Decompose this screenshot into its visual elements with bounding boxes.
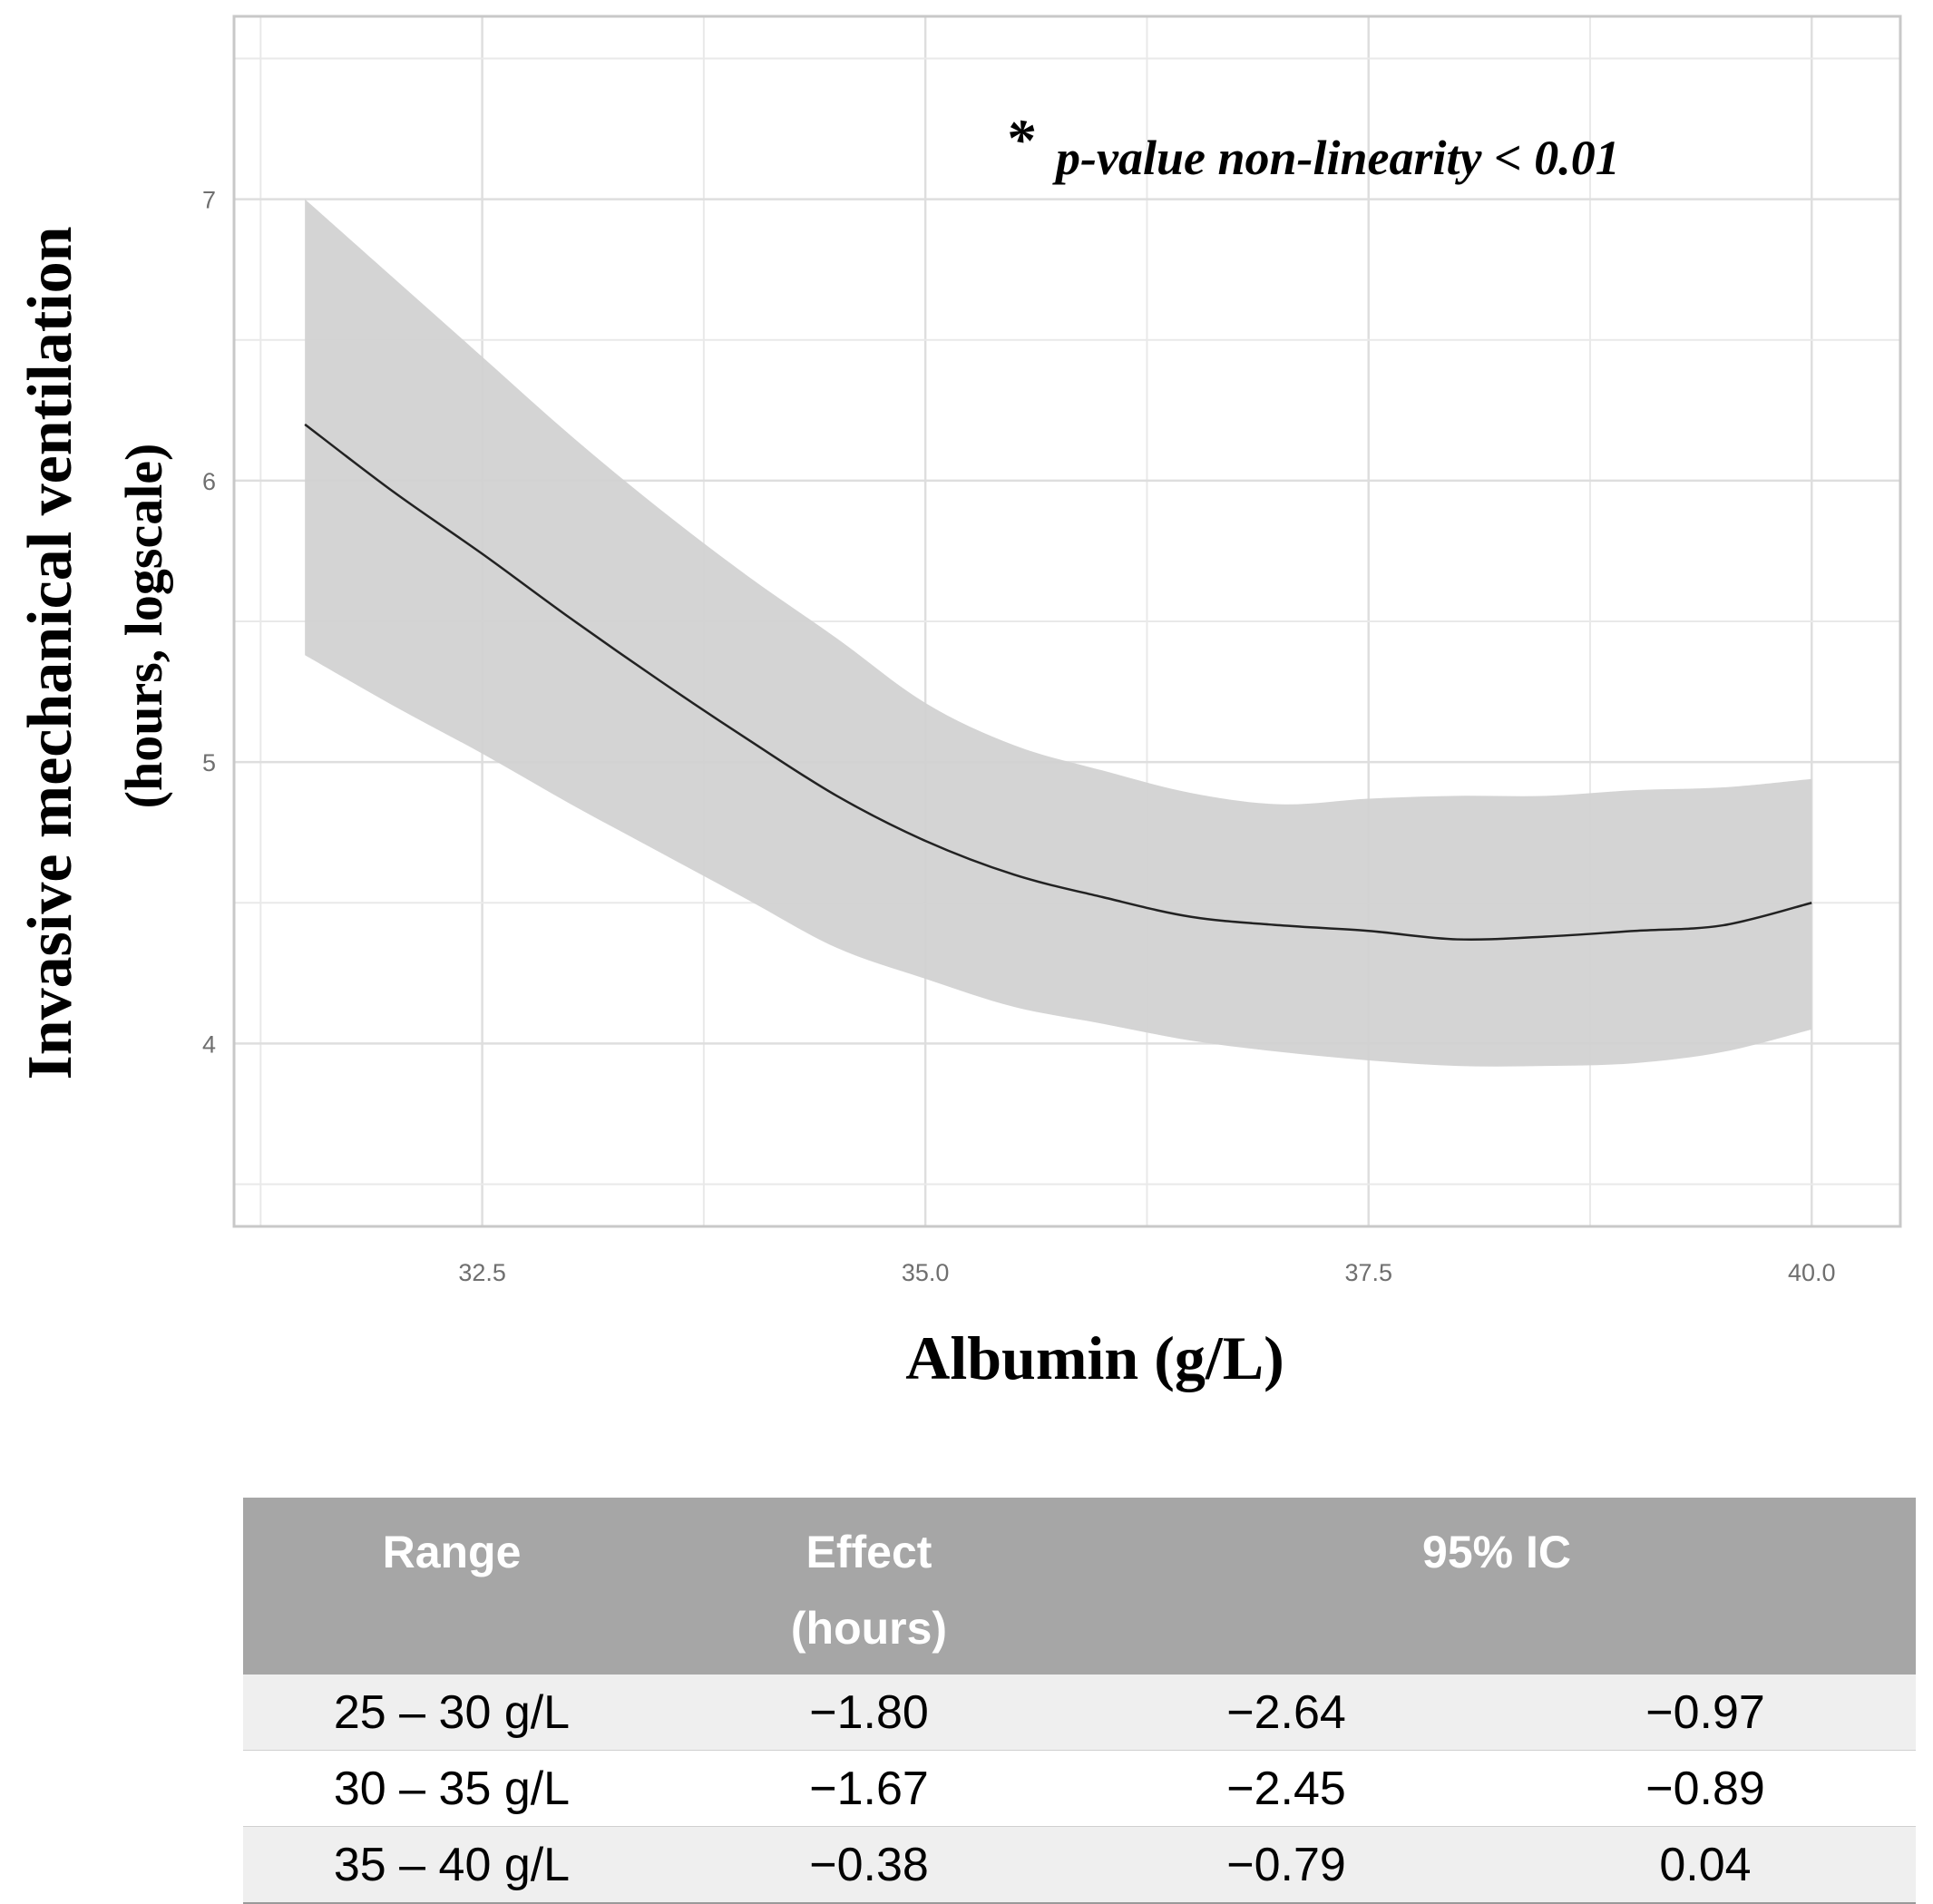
x-tick-label: 35.0 [902, 1259, 950, 1286]
table-row: 25 – 30 g/L −1.80 −2.64 −0.97 [243, 1675, 1916, 1751]
y-tick-label: 4 [202, 1030, 216, 1058]
header-effect: Effect (hours) [660, 1498, 1078, 1675]
cell-range: 35 – 40 g/L [243, 1826, 660, 1904]
tick-labels: 32.5 35.0 37.5 40.0 4 5 6 7 [202, 187, 1836, 1286]
cell-range: 25 – 30 g/L [243, 1675, 660, 1751]
cell-effect: −1.80 [660, 1675, 1078, 1751]
table-row: 30 – 35 g/L −1.67 −2.45 −0.89 [243, 1750, 1916, 1827]
table-row: 35 – 40 g/L −0.38 −0.79 0.04 [243, 1826, 1916, 1904]
cell-range: 30 – 35 g/L [243, 1750, 660, 1827]
x-tick-label: 37.5 [1344, 1259, 1392, 1286]
x-tick-label: 32.5 [458, 1259, 506, 1286]
cell-ci-low: −2.64 [1078, 1675, 1495, 1751]
summary-table: Range Effect (hours) 95% IC 25 – 30 g/L −… [243, 1498, 1916, 1904]
cell-ci-high: 0.04 [1495, 1826, 1916, 1904]
cell-ci-low: −0.79 [1078, 1826, 1495, 1904]
annotation-text: p-value non-linearity < 0.01 [1052, 131, 1620, 185]
header-range: Range [243, 1498, 660, 1675]
table-header-row: Range Effect (hours) 95% IC [243, 1498, 1916, 1675]
cell-ci-high: −0.89 [1495, 1750, 1916, 1827]
cell-ci-low: −2.45 [1078, 1750, 1495, 1827]
x-axis-title: Albumin (g/L) [905, 1323, 1284, 1392]
y-tick-label: 5 [202, 749, 216, 776]
y-tick-label: 7 [202, 187, 216, 214]
y-axis-title-line2: (hours, logscale) [114, 444, 173, 809]
confidence-band [305, 199, 1812, 1067]
header-ci: 95% IC [1078, 1498, 1916, 1675]
cell-ci-high: −0.97 [1495, 1675, 1916, 1751]
cell-effect: −1.67 [660, 1750, 1078, 1827]
y-axis-title-line1: Invasive mechanical ventilation [15, 226, 85, 1079]
chart: 32.5 35.0 37.5 40.0 4 5 6 7 * p-value non-linea… [15, 15, 1902, 1392]
effect-line [304, 423, 1812, 942]
plot-border [232, 15, 1902, 1228]
x-tick-label: 40.0 [1788, 1259, 1836, 1286]
annotation-star: * [1005, 107, 1035, 171]
cell-effect: −0.38 [660, 1826, 1078, 1904]
y-tick-label: 6 [202, 468, 216, 495]
